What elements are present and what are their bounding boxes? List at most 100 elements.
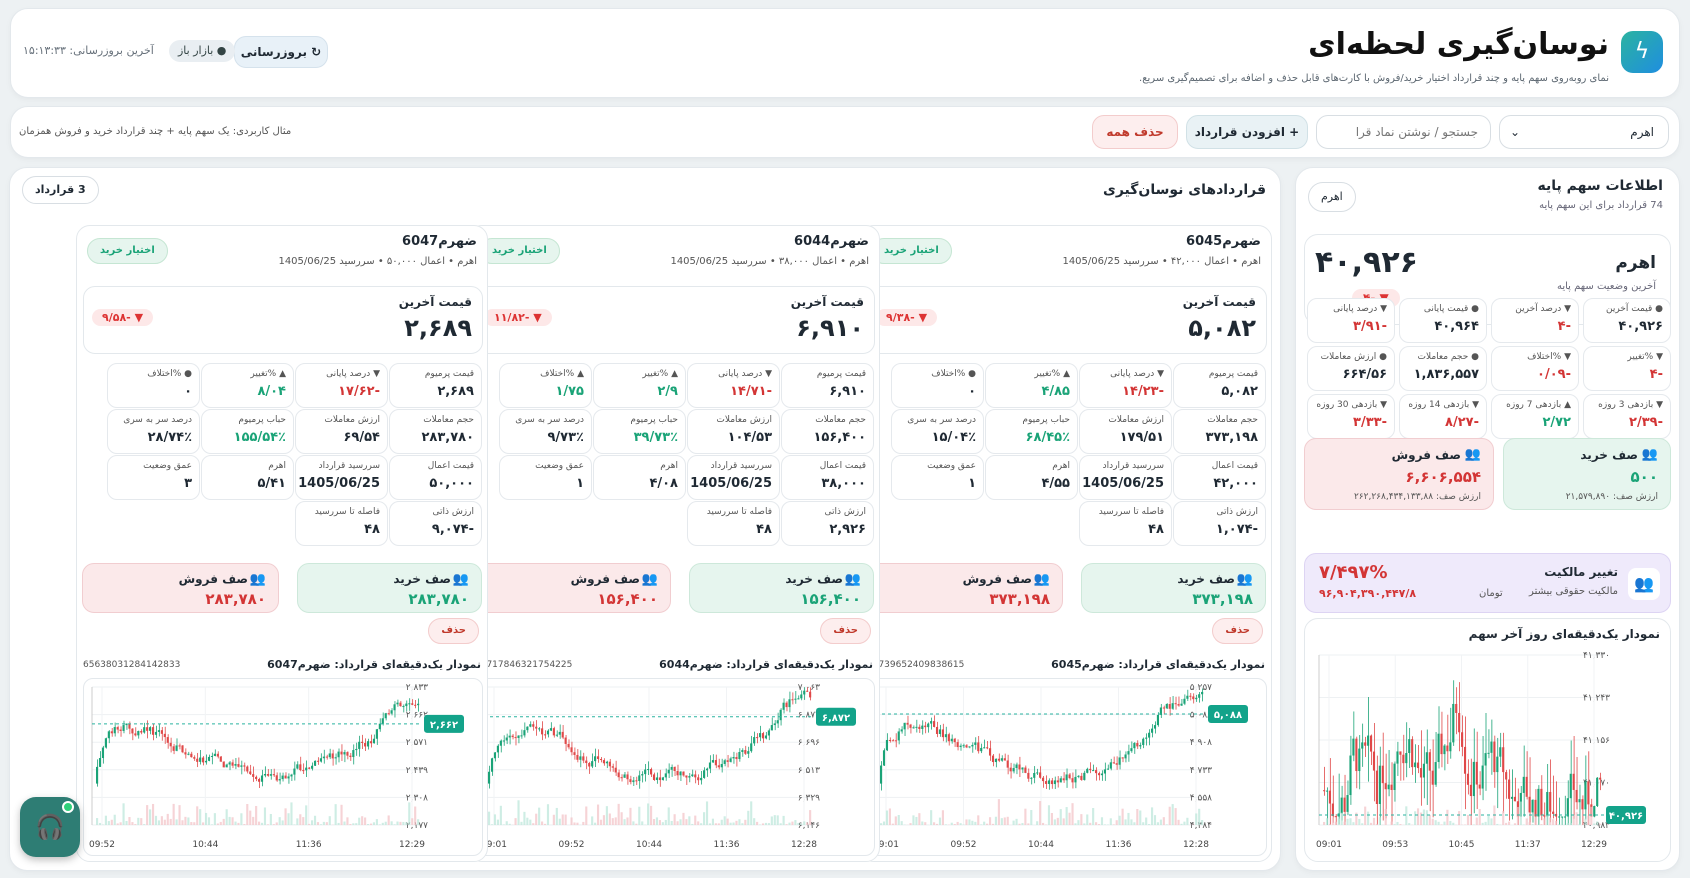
candle-body xyxy=(1375,770,1378,804)
candle-body xyxy=(965,745,968,748)
volume-bar xyxy=(1124,819,1127,825)
candle-body xyxy=(1419,768,1423,778)
volume-bar xyxy=(944,824,947,825)
volume-bar xyxy=(980,824,983,825)
volume-bar xyxy=(729,822,732,825)
last-price-label: قیمت آخرین xyxy=(790,295,864,309)
candle-body xyxy=(272,774,275,776)
candle-body xyxy=(1153,725,1157,729)
stat-value: -۰/۰۹ xyxy=(1537,367,1571,382)
volume-bar xyxy=(366,824,370,825)
stat-label: درصد سر به سری xyxy=(515,415,584,425)
stat-label: ارزش ذاتی xyxy=(432,507,474,517)
add-contract-button[interactable]: + افزودن قرارداد xyxy=(1186,115,1308,149)
candle-body xyxy=(98,758,102,767)
contract-search-input[interactable] xyxy=(1316,115,1491,149)
volume-bar xyxy=(1372,817,1376,825)
base-stat: ● قیمت پایانی ۴۰,۹۶۴ xyxy=(1399,298,1487,343)
volume-bar xyxy=(1469,814,1472,825)
base-symbol-select[interactable]: اهرم ⌄ xyxy=(1499,115,1669,149)
stat-value: ۵,۰۸۲ xyxy=(1221,384,1258,399)
volume-bar xyxy=(1569,823,1572,825)
candle-body xyxy=(237,764,240,767)
candle-body xyxy=(210,755,214,757)
candle-body xyxy=(234,764,237,766)
candle-body xyxy=(924,725,927,728)
base-candlestick-chart[interactable]: ۴۱,۳۳۰۴۱,۲۴۳۴۱,۱۵۶۴۱,۰۷۰۴۰,۹۸۳09:0109:53… xyxy=(1311,647,1664,855)
volume-bar xyxy=(1145,817,1148,825)
candle-body xyxy=(1039,772,1042,778)
candle-body xyxy=(178,745,181,747)
volume-bar xyxy=(682,812,685,825)
volume-bar xyxy=(1496,823,1499,825)
base-symbol-pill[interactable]: اهرم xyxy=(1308,182,1356,212)
candle-body xyxy=(714,760,717,766)
candle-body xyxy=(632,780,635,783)
contract-candlestick-chart[interactable]: ۷,۰۶۳ ۶,۸۷۲ ۶,۶۹۶ ۶,۵۱۳ ۶,۳۲۹ ۶,۱۴۶ 09:01 09:52… xyxy=(476,679,874,855)
base-stat: ▼ بازدهی 14 روزه -۸/۲۷ xyxy=(1399,394,1487,439)
candle-body xyxy=(1124,754,1127,759)
contract-chart-card: ۷,۰۶۳ ۶,۸۷۲ ۶,۶۹۶ ۶,۵۱۳ ۶,۳۲۹ ۶,۱۴۶ 09:01 09:52… xyxy=(475,678,875,856)
volume-bar xyxy=(275,822,278,825)
candle-body xyxy=(1384,783,1387,790)
delete-contract-button[interactable]: حذف xyxy=(820,618,871,644)
stat-value: -۸/۲۷ xyxy=(1445,415,1479,430)
volume-bar xyxy=(384,821,387,825)
candle-body xyxy=(641,774,644,776)
volume-bar xyxy=(753,818,756,825)
volume-bar xyxy=(594,822,597,825)
candle-body xyxy=(620,777,623,779)
volume-bar xyxy=(638,806,641,825)
delete-all-button[interactable]: حذف همه xyxy=(1092,115,1178,149)
candle-body xyxy=(700,777,703,781)
x-tick-label: 09:53 xyxy=(1382,840,1408,850)
contract-stat: ● %اختلاف ۰ xyxy=(891,363,984,408)
candle-body xyxy=(750,743,753,752)
candle-body xyxy=(319,758,322,762)
candle-body xyxy=(187,753,190,755)
volume-bar xyxy=(1012,820,1015,825)
candle-body xyxy=(1355,738,1358,772)
volume-bar xyxy=(1552,819,1555,825)
stat-value: ۱۵۵/۵۴٪ xyxy=(233,430,286,445)
volume-bar xyxy=(125,821,128,825)
volume-bar xyxy=(1414,811,1417,825)
candle-body xyxy=(697,777,700,781)
candle-body xyxy=(529,724,532,727)
candle-body xyxy=(1496,756,1499,773)
x-tick-label: 09:01 xyxy=(481,840,507,850)
stat-value: ۱ xyxy=(576,476,584,491)
candle-body xyxy=(591,761,594,767)
contract-stat: اهرم ۵/۴۱ xyxy=(201,455,294,500)
contract-last-price: ۵,۰۸۲ xyxy=(1188,314,1256,342)
candle-body xyxy=(986,747,989,749)
candle-body xyxy=(1487,752,1490,754)
candle-body xyxy=(1472,761,1475,797)
candle-body xyxy=(1399,751,1402,755)
volume-bar xyxy=(708,823,712,825)
stat-value: ۲,۹۲۶ xyxy=(829,522,866,537)
contract-candlestick-chart[interactable]: ۵,۲۵۷ ۵,۰۸۸ ۴,۹۰۸ ۴,۷۳۳ ۴,۵۵۸ ۴,۳۸۴ 09:01 09:52… xyxy=(868,679,1266,855)
candle-body xyxy=(900,729,903,732)
y-tick-label: ۵,۰۸۸ xyxy=(1190,711,1212,721)
candle-body xyxy=(346,752,349,756)
candle-body xyxy=(1077,775,1080,777)
delete-contract-button[interactable]: حذف xyxy=(428,618,479,644)
volume-bar xyxy=(738,819,741,825)
candle-body xyxy=(1080,775,1083,780)
candle-body xyxy=(1537,788,1540,817)
volume-bar xyxy=(1162,817,1165,825)
delete-contract-button[interactable]: حذف xyxy=(1212,618,1263,644)
last-price-tag-label: ۴۰,۹۲۶ xyxy=(1609,811,1643,822)
stat-label: ▼ بازدهی 14 روزه xyxy=(1408,400,1479,410)
volume-bar xyxy=(714,823,717,825)
volume-bar xyxy=(166,813,169,825)
volume-bar xyxy=(971,820,974,825)
volume-bar xyxy=(517,800,520,825)
candle-body xyxy=(1177,704,1180,706)
candle-body xyxy=(1044,781,1048,784)
volume-bar xyxy=(623,819,626,825)
refresh-button[interactable]: ↻ بروزرسانی xyxy=(234,36,328,68)
candle-body xyxy=(1150,728,1154,733)
